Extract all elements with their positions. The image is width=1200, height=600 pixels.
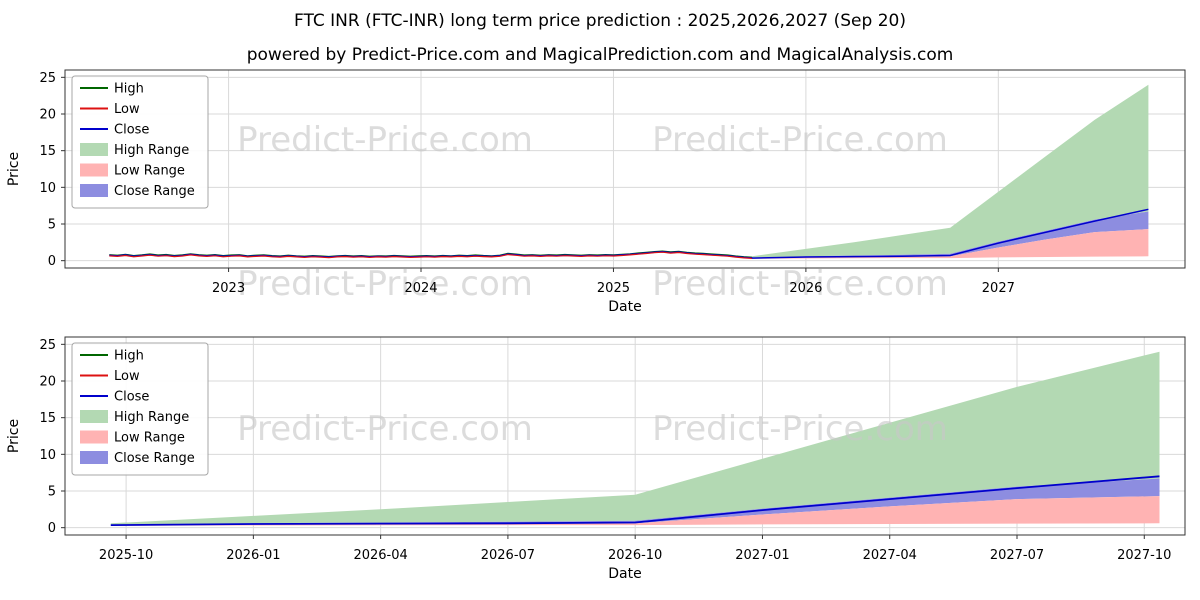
legend: High Low Close High Range Low Range Close Ran… <box>71 75 209 209</box>
x-tick-label: 2025-10 <box>99 548 153 563</box>
legend-patch-swatch <box>80 143 108 156</box>
plot-border <box>64 69 1186 269</box>
x-tick-label: 2027-01 <box>735 548 789 563</box>
x-tick-label: 2026 <box>789 281 822 296</box>
x-tick-label: 2026-10 <box>608 548 662 563</box>
page-subtitle: powered by Predict-Price.com and Magical… <box>246 45 954 65</box>
y-tick-label: 20 <box>39 108 56 123</box>
y-tick-label: 0 <box>48 521 56 536</box>
high-range-area <box>110 351 1160 525</box>
y-tick-label: 15 <box>39 144 56 159</box>
y-axis-label: Price <box>6 152 22 186</box>
watermark-text: Predict-Price.com <box>237 264 533 304</box>
legend-label: Close <box>114 390 149 405</box>
y-tick-label: 5 <box>48 485 56 500</box>
chart-forecast-detail: Predict-Price.com Predict-Price.com 2025-1… <box>6 336 1186 582</box>
y-tick-label: 5 <box>48 218 56 233</box>
high-range-area <box>752 84 1149 258</box>
y-axis-label: Price <box>6 419 22 453</box>
close-range-area <box>110 478 1160 526</box>
watermark-text: Predict-Price.com <box>237 409 533 449</box>
y-tick-label: 20 <box>39 375 56 390</box>
legend-patch-swatch <box>80 451 108 464</box>
legend-label: Low Range <box>114 431 185 446</box>
legend-patch-swatch <box>80 163 108 177</box>
legend-label: High Range <box>114 143 189 158</box>
legend-label: Low Range <box>114 164 185 179</box>
legend-label: Close Range <box>114 184 195 199</box>
legend-label: Close Range <box>114 451 195 466</box>
page-title: FTC INR (FTC-INR) long term price predic… <box>294 11 906 31</box>
legend-patch-swatch <box>80 430 108 444</box>
close-line <box>110 475 1160 526</box>
x-tick-label: 2026-04 <box>353 548 407 563</box>
low-range-area <box>110 496 1160 526</box>
chart-overview: Predict-Price.com Predict-Price.com Predic… <box>6 69 1186 315</box>
x-tick-label: 2027-10 <box>1117 548 1171 563</box>
legend-label: High <box>114 349 144 364</box>
y-tick-label: 15 <box>39 411 56 426</box>
y-tick-label: 0 <box>48 254 56 269</box>
x-tick-label: 2027-04 <box>863 548 917 563</box>
x-tick-label: 2027 <box>982 281 1015 296</box>
close-range-area <box>752 211 1149 259</box>
x-tick-label: 2025 <box>597 281 630 296</box>
legend-label: High <box>114 82 144 97</box>
watermark-text: Predict-Price.com <box>652 409 948 449</box>
plot-border <box>64 336 1186 536</box>
watermark-text: Predict-Price.com <box>652 120 948 160</box>
legend-patch-swatch <box>80 184 108 197</box>
y-tick-label: 10 <box>39 181 56 196</box>
watermark-text: Predict-Price.com <box>237 120 533 160</box>
x-tick-label: 2027-07 <box>990 548 1044 563</box>
legend-label: Low <box>114 369 140 384</box>
y-tick-label: 10 <box>39 448 56 463</box>
legend-label: Close <box>114 123 149 138</box>
low-line <box>109 251 753 259</box>
x-tick-label: 2026-07 <box>481 548 535 563</box>
x-tick-label: 2026-01 <box>226 548 280 563</box>
x-axis-label: Date <box>608 566 641 582</box>
legend-label: Low <box>114 102 140 117</box>
watermark-text: Predict-Price.com <box>652 264 948 304</box>
legend-patch-swatch <box>80 410 108 423</box>
y-tick-label: 25 <box>39 338 56 353</box>
x-tick-label: 2024 <box>404 281 437 296</box>
low-range-area <box>752 229 1149 259</box>
x-axis-label: Date <box>608 299 641 315</box>
legend: High Low Close High Range Low Range Close Ran… <box>71 342 209 476</box>
y-tick-label: 25 <box>39 71 56 86</box>
x-tick-label: 2023 <box>212 281 245 296</box>
legend-label: High Range <box>114 410 189 425</box>
